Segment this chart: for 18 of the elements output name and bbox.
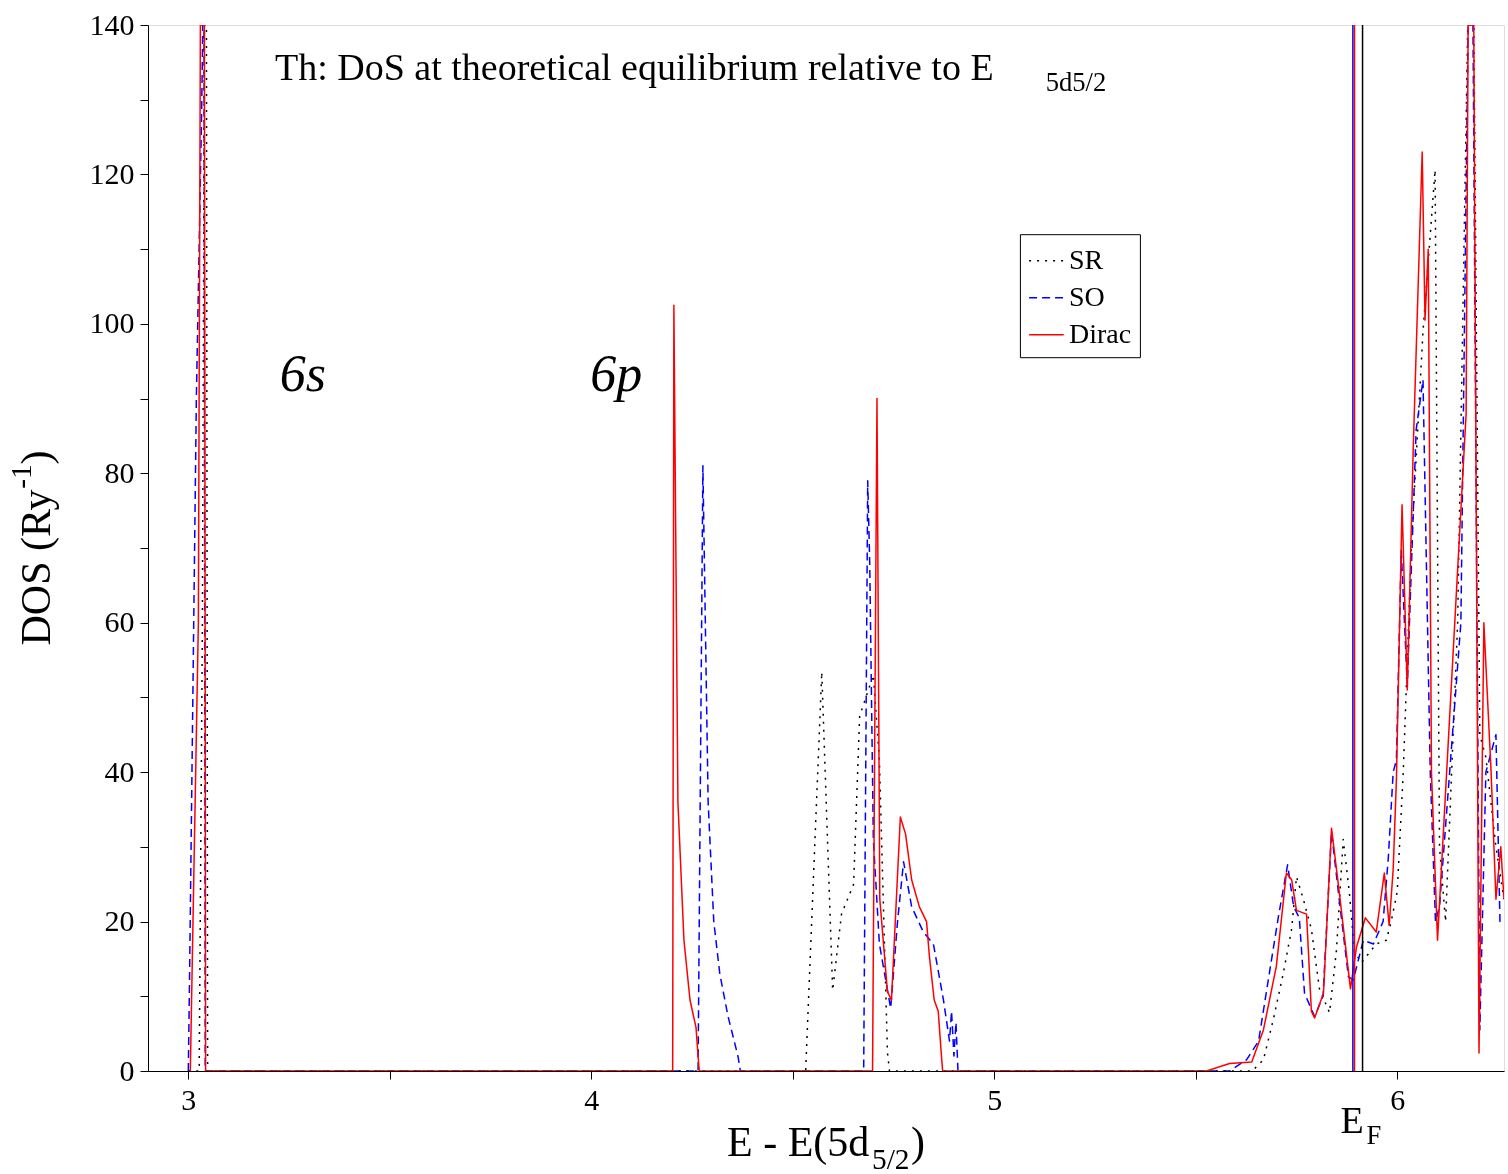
x-tick-label: 3 (181, 1082, 197, 1116)
y-tick-label: 60 (104, 605, 135, 639)
x-tick-label: 6 (1390, 1082, 1406, 1116)
x-tick-label: 5 (987, 1082, 1003, 1116)
legend-label: SR (1068, 243, 1104, 275)
y-axis-title: DOS (Ry-1) (5, 450, 60, 646)
y-tick-label: 100 (89, 306, 135, 340)
legend-label: SO (1068, 280, 1105, 312)
annotation: 6p (590, 345, 643, 403)
annotation: 6s (279, 345, 327, 403)
y-tick-label: 0 (119, 1053, 135, 1087)
legend-label: Dirac (1068, 317, 1132, 349)
y-tick-label: 20 (104, 904, 135, 938)
y-tick-label: 80 (104, 455, 135, 489)
y-tick-label: 140 (89, 7, 135, 41)
y-tick-label: 120 (89, 156, 135, 190)
x-tick-label: 4 (584, 1082, 600, 1116)
y-tick-label: 40 (104, 754, 135, 788)
